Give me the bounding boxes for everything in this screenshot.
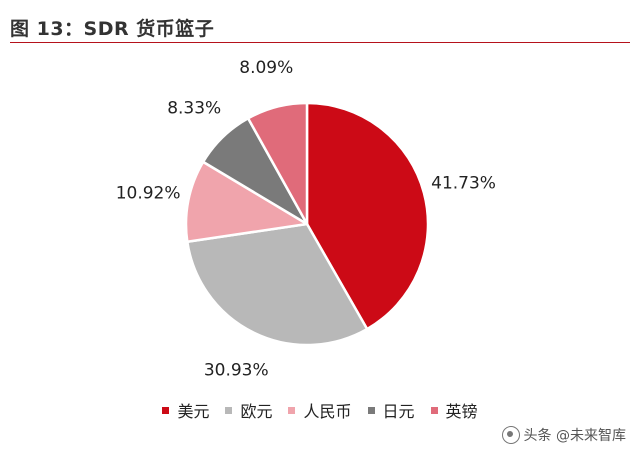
pie-slice-0 — [305, 101, 430, 331]
legend-swatch — [225, 406, 233, 414]
chart-title: 图 13：SDR 货币篮子 — [10, 18, 215, 40]
legend-label: 英镑 — [445, 402, 478, 421]
data-label-4: 8.09% — [239, 58, 293, 78]
legend-swatch — [162, 406, 170, 414]
data-label-1: 30.93% — [204, 361, 269, 381]
data-label-0: 41.73% — [431, 173, 496, 193]
legend-swatch — [288, 406, 296, 414]
legend-swatch — [367, 406, 375, 414]
pie-slice-2 — [184, 160, 309, 243]
camera-icon — [501, 426, 520, 444]
legend-label: 美元 — [177, 402, 210, 421]
chart-legend: 美元 欧元 人民币 日元 英镑 — [0, 398, 640, 422]
watermark: 头条 @未来智库 — [501, 425, 626, 445]
legend-label: 人民币 — [303, 402, 352, 421]
legend-item-4: 英镑 — [430, 398, 478, 422]
legend-item-3: 日元 — [367, 398, 415, 422]
legend-item-0: 美元 — [162, 398, 209, 422]
legend-label: 日元 — [382, 402, 415, 421]
legend-item-2: 人民币 — [288, 398, 352, 422]
legend-label: 欧元 — [240, 402, 273, 421]
data-label-2: 10.92% — [116, 183, 181, 203]
legend-item-1: 欧元 — [225, 398, 272, 422]
pie-slice-1 — [186, 222, 369, 347]
watermark-text: 头条 @未来智库 — [523, 428, 626, 444]
pie-slice-4 — [246, 101, 309, 226]
data-label-3: 8.33% — [167, 99, 221, 119]
title-bar: 图 13：SDR 货币篮子 — [10, 8, 630, 43]
legend-swatch — [430, 406, 438, 414]
